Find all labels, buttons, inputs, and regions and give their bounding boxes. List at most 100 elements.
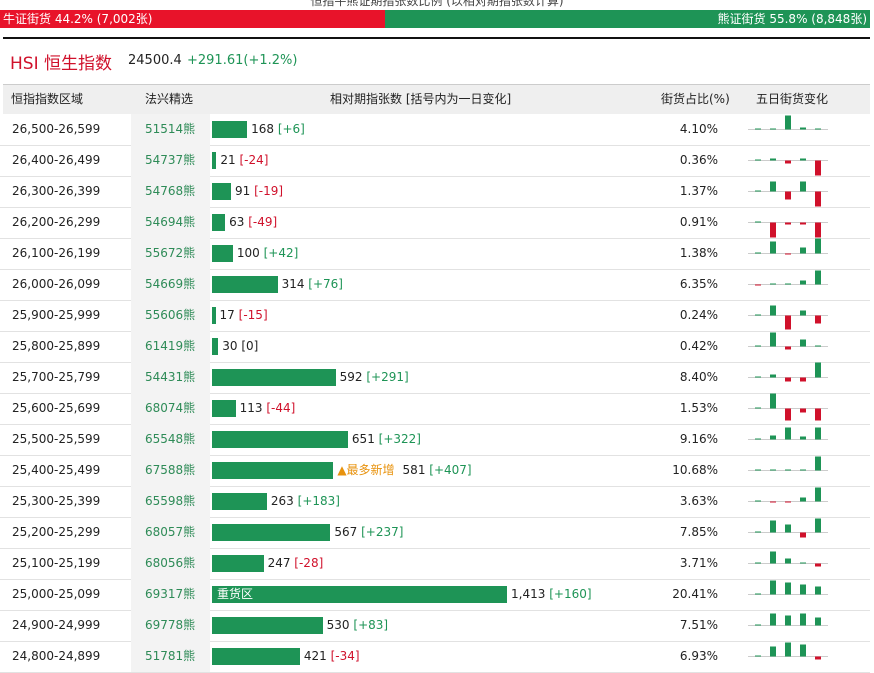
contracts-bar: [212, 245, 233, 262]
share: 10.68%: [672, 463, 718, 477]
share: 0.42%: [679, 339, 718, 353]
five-day-chart: [748, 221, 828, 238]
table-row: 25,800-25,899 61419熊 30 [0] 0.42%: [0, 331, 870, 363]
contracts-bar: [212, 648, 300, 665]
contracts-label: 263 [+183]: [271, 486, 340, 517]
contracts-bar: [212, 555, 264, 572]
change: [+6]: [277, 122, 305, 136]
contracts: 651: [351, 432, 375, 446]
contracts-label: 30 [0]: [222, 331, 258, 362]
share: 1.53%: [679, 401, 718, 415]
contracts-bar: [212, 307, 216, 324]
five-day-chart: [748, 332, 828, 350]
range: 25,900-25,999: [12, 308, 101, 322]
table-row: 25,200-25,299 68057熊 567 [+237] 7.85%: [0, 517, 870, 549]
five-day-chart: [748, 362, 828, 382]
five-day-bar: [770, 283, 776, 285]
five-day-bar: [770, 646, 776, 657]
table-row: 25,000-25,099 69317熊 重货区 1,413 [+160] 20.41%: [0, 579, 870, 611]
change: [-28]: [294, 556, 324, 570]
contracts: 91: [235, 184, 251, 198]
table-row: 24,800-24,899 51781熊 421 [-34] 6.93%: [0, 641, 870, 673]
five-day-bar: [755, 221, 761, 223]
code: 54431熊: [131, 362, 210, 393]
range: 25,200-25,299: [12, 525, 101, 539]
contracts-bar: [212, 400, 236, 417]
five-day-bar: [770, 393, 776, 409]
five-day-bar: [800, 532, 806, 538]
range: 24,900-24,999: [12, 618, 101, 632]
change: [-15]: [238, 308, 268, 322]
range: 25,600-25,699: [12, 401, 101, 415]
code: 68057熊: [131, 517, 210, 548]
change: [+291]: [366, 370, 409, 384]
five-day-bar: [770, 128, 776, 130]
change: [+42]: [263, 246, 299, 260]
five-day-bar: [800, 339, 806, 347]
bull-label: 牛证街货 44.2% (7,002张): [3, 12, 153, 26]
contracts-label: 113 [-44]: [240, 393, 296, 424]
contracts: 567: [334, 525, 358, 539]
range: 26,400-26,499: [12, 153, 101, 167]
table-row: 25,600-25,699 68074熊 113 [-44] 1.53%: [0, 393, 870, 425]
contracts-label: 421 [-34]: [304, 641, 360, 672]
share: 4.10%: [679, 122, 718, 136]
contracts-bar: [212, 121, 248, 138]
five-day-chart: [748, 613, 828, 626]
five-day-bar: [785, 346, 791, 350]
range: 26,500-26,599: [12, 122, 101, 136]
bear-label: 熊证街货 55.8% (8,848张): [717, 12, 867, 26]
five-day-bar: [785, 253, 791, 255]
five-day-bar: [815, 586, 821, 595]
table-row: 25,900-25,999 55606熊 17 [-15] 0.24%: [0, 300, 870, 332]
five-day-bar: [755, 593, 761, 595]
five-day-bar: [785, 524, 791, 533]
contracts-bar: [212, 431, 348, 448]
five-day-bar: [800, 644, 806, 657]
contracts-bar: [212, 617, 323, 634]
code: 51514熊: [131, 114, 210, 145]
contracts-label: 530 [+83]: [327, 610, 388, 641]
bear-bar: 熊证街货 55.8% (8,848张): [384, 10, 870, 28]
five-day-bar: [815, 345, 821, 347]
contracts: 263: [270, 494, 294, 508]
contracts-label: 100 [+42]: [237, 238, 298, 269]
five-day-bar: [770, 332, 776, 347]
five-day-chart: [748, 427, 828, 440]
five-day-bar: [785, 558, 791, 564]
five-day-bar: [815, 563, 821, 567]
contracts-label: 314 [+76]: [282, 269, 343, 300]
five-day-bar: [785, 408, 791, 421]
five-day-bar: [815, 270, 821, 285]
contracts: 581: [402, 463, 426, 477]
col-header: 恒指指数区域: [11, 92, 84, 106]
contracts-bar: 重货区: [212, 586, 508, 603]
contracts-label: 91 [-19]: [235, 176, 283, 207]
code: 54694熊: [131, 207, 210, 238]
contracts-label: 21 [-24]: [220, 145, 268, 176]
change: [+322]: [378, 432, 421, 446]
five-day-bar: [785, 115, 791, 130]
share: 0.91%: [679, 215, 718, 229]
five-day-bar: [770, 613, 776, 626]
contracts-bar: [212, 338, 219, 355]
table-row: 25,500-25,599 65548熊 651 [+322] 9.16%: [0, 424, 870, 456]
contracts: 314: [281, 277, 305, 291]
five-day-bar: [785, 582, 791, 595]
col-header: 街货占比(%): [661, 92, 730, 106]
code: 69778熊: [131, 610, 210, 641]
five-day-bar: [785, 642, 791, 657]
contracts-label: 63 [-49]: [229, 207, 277, 238]
five-day-bar: [755, 407, 761, 409]
five-day-bar: [755, 500, 761, 502]
five-day-bar: [770, 241, 776, 254]
five-day-bar: [785, 160, 791, 164]
five-day-bar: [755, 159, 761, 161]
five-day-bar: [815, 222, 821, 238]
contracts: 17: [219, 308, 235, 322]
contracts-label: 168 [+6]: [251, 114, 305, 145]
contracts-label: 567 [+237]: [334, 517, 403, 548]
table-row: 26,100-26,199 55672熊 100 [+42] 1.38%: [0, 238, 870, 270]
range: 25,400-25,499: [12, 463, 101, 477]
